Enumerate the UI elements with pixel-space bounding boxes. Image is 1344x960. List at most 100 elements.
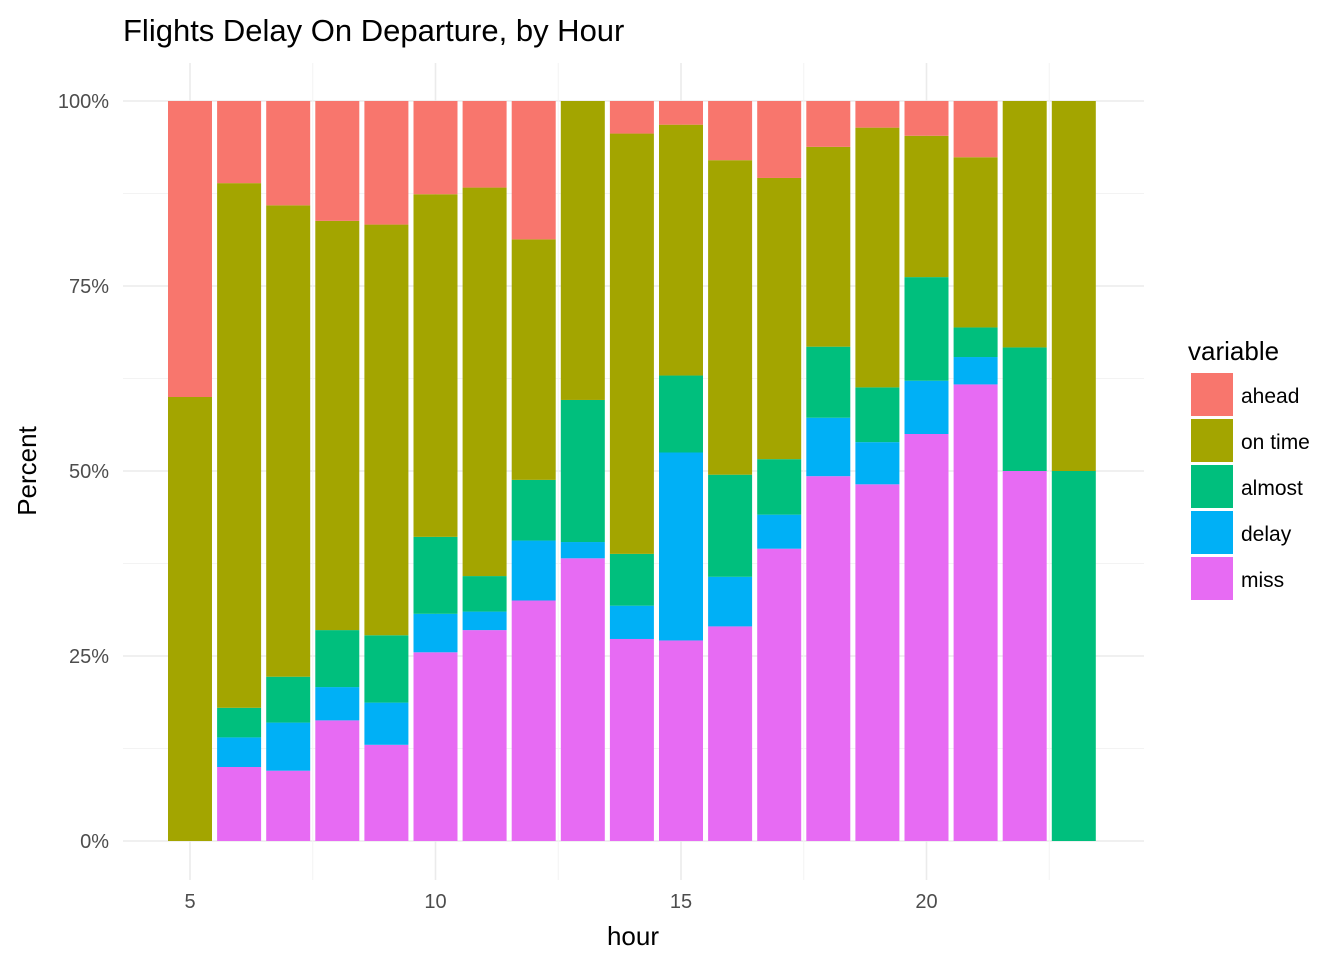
bar-on-time-hour-23: [1051, 101, 1096, 471]
bar-delay-hour-9: [364, 702, 409, 745]
legend-label-on-time: on time: [1241, 431, 1310, 454]
bar-delay-hour-13: [560, 542, 605, 559]
legend-swatch-delay: [1191, 511, 1233, 554]
x-tick-label: 15: [670, 891, 692, 913]
bar-delay-hour-14: [609, 605, 654, 639]
bar-delay-hour-8: [315, 687, 360, 721]
bar-ahead-hour-16: [708, 101, 753, 161]
bar-almost-hour-17: [757, 459, 802, 515]
bar-ahead-hour-20: [904, 101, 949, 136]
y-axis-ticks: 0% 25% 50% 75% 100%: [58, 91, 109, 853]
legend-label-ahead: ahead: [1241, 385, 1299, 408]
bar-ahead-hour-19: [855, 101, 900, 128]
bar-miss-hour-16: [708, 626, 753, 841]
bar-delay-hour-17: [757, 514, 802, 549]
bar-almost-hour-10: [413, 536, 458, 614]
bar-ahead-hour-15: [659, 101, 703, 125]
bar-almost-hour-21: [953, 327, 998, 358]
bar-on-time-hour-14: [609, 133, 654, 554]
bar-on-time-hour-8: [315, 220, 360, 631]
bar-almost-hour-6: [217, 707, 262, 738]
y-tick-label: 100%: [58, 91, 109, 113]
bar-miss-hour-17: [757, 548, 802, 841]
x-axis-ticks: 5 10 15 20: [184, 891, 937, 913]
bar-on-time-hour-9: [364, 224, 409, 636]
bar-delay-hour-19: [855, 442, 900, 485]
bar-on-time-hour-6: [217, 183, 262, 708]
bar-miss-hour-12: [511, 600, 556, 841]
x-tick-label: 10: [424, 891, 446, 913]
bar-on-time-hour-18: [806, 146, 851, 347]
y-axis-title: Percent: [12, 425, 42, 515]
bar-almost-hour-16: [708, 474, 753, 577]
bar-miss-hour-7: [266, 770, 311, 841]
bar-on-time-hour-17: [757, 177, 802, 460]
bar-on-time-hour-20: [904, 135, 949, 278]
bar-on-time-hour-10: [413, 194, 458, 537]
legend-swatch-miss: [1191, 557, 1233, 600]
bar-ahead-hour-14: [609, 101, 654, 134]
bar-almost-hour-11: [462, 576, 507, 612]
bar-miss-hour-9: [364, 744, 409, 841]
bar-miss-hour-18: [806, 476, 851, 841]
bar-ahead-hour-10: [413, 101, 458, 195]
bar-almost-hour-12: [511, 479, 556, 541]
bar-ahead-hour-17: [757, 101, 802, 178]
bar-miss-hour-6: [217, 767, 262, 841]
bar-delay-hour-7: [266, 722, 311, 771]
bar-on-time-hour-5: [168, 397, 212, 841]
bar-almost-hour-20: [904, 277, 949, 381]
bar-miss-hour-10: [413, 652, 458, 841]
bar-almost-hour-18: [806, 346, 851, 418]
bar-on-time-hour-12: [511, 239, 556, 480]
bar-delay-hour-12: [511, 540, 556, 601]
bar-ahead-hour-8: [315, 101, 360, 221]
bar-almost-hour-14: [609, 553, 654, 606]
bar-miss-hour-22: [1002, 471, 1047, 841]
bar-ahead-hour-9: [364, 101, 409, 225]
bar-delay-hour-16: [708, 576, 753, 627]
bar-miss-hour-20: [904, 434, 949, 841]
y-tick-label: 25%: [69, 646, 109, 668]
bar-almost-hour-15: [659, 375, 703, 453]
bar-ahead-hour-7: [266, 101, 311, 206]
bar-miss-hour-15: [659, 640, 703, 841]
legend-label-delay: delay: [1241, 523, 1292, 546]
bar-delay-hour-18: [806, 417, 851, 477]
legend-swatch-almost: [1191, 465, 1233, 508]
bar-miss-hour-8: [315, 720, 360, 841]
bar-delay-hour-10: [413, 613, 458, 653]
bar-ahead-hour-18: [806, 101, 851, 147]
bar-on-time-hour-16: [708, 160, 753, 475]
bar-delay-hour-11: [462, 611, 507, 631]
bar-almost-hour-22: [1002, 347, 1047, 471]
bar-on-time-hour-13: [560, 101, 605, 400]
bar-delay-hour-15: [659, 452, 703, 641]
bar-delay-hour-20: [904, 380, 949, 434]
bar-miss-hour-13: [560, 558, 605, 841]
bar-on-time-hour-21: [953, 157, 998, 328]
bar-delay-hour-21: [953, 357, 998, 385]
bar-delay-hour-6: [217, 737, 262, 767]
bar-almost-hour-19: [855, 387, 900, 443]
chart-title: Flights Delay On Departure, by Hour: [123, 13, 624, 48]
bar-on-time-hour-7: [266, 205, 311, 677]
bar-ahead-hour-11: [462, 101, 507, 188]
legend: variable ahead on time almost delay miss: [1188, 336, 1310, 600]
x-tick-label: 5: [184, 891, 195, 913]
legend-swatch-on-time: [1191, 419, 1233, 462]
bar-ahead-hour-21: [953, 101, 998, 158]
legend-title: variable: [1188, 336, 1279, 366]
bar-ahead-hour-5: [168, 101, 212, 397]
y-tick-label: 0%: [80, 831, 109, 853]
bar-almost-hour-7: [266, 676, 311, 723]
bar-almost-hour-13: [560, 399, 605, 543]
bar-ahead-hour-6: [217, 101, 262, 184]
x-axis-title: hour: [607, 921, 659, 951]
y-tick-label: 50%: [69, 461, 109, 483]
bar-miss-hour-11: [462, 630, 507, 841]
bar-miss-hour-21: [953, 384, 998, 841]
bar-on-time-hour-22: [1002, 101, 1047, 348]
legend-label-almost: almost: [1241, 477, 1303, 500]
